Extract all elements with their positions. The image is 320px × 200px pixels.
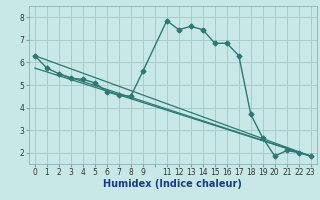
X-axis label: Humidex (Indice chaleur): Humidex (Indice chaleur) [103, 179, 242, 189]
